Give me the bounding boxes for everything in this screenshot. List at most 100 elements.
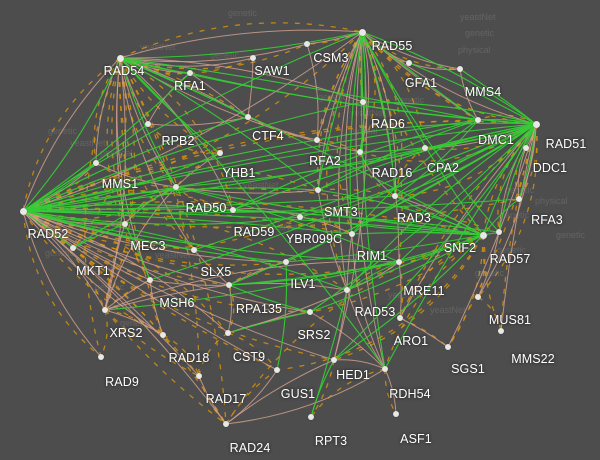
gene-node-sgs1[interactable] [445, 344, 451, 350]
gene-node-smt3[interactable] [315, 187, 321, 193]
gene-node-rad54[interactable] [116, 54, 124, 62]
gene-node-ctf4[interactable] [245, 114, 251, 120]
network-edge [346, 261, 400, 291]
gene-node-mkt1[interactable] [70, 245, 76, 251]
gene-node-mus81[interactable] [475, 294, 481, 300]
network-edge [247, 116, 318, 141]
gene-node-mre11[interactable] [396, 259, 402, 265]
gene-node-aro1[interactable] [397, 315, 403, 321]
network-edge [228, 123, 537, 286]
gene-node-mms1[interactable] [93, 160, 99, 166]
gene-node-ybr099c[interactable] [297, 214, 303, 220]
network-edge [361, 31, 479, 121]
gene-node-rad9[interactable] [98, 354, 104, 360]
gene-node-rad3[interactable] [392, 193, 398, 199]
gene-node-ilv1[interactable] [283, 259, 289, 265]
network-edge [22, 31, 363, 212]
network-edge [147, 72, 191, 125]
gene-node-rdh54[interactable] [382, 366, 388, 372]
network-edge [104, 309, 227, 425]
gene-node-rpa135[interactable] [226, 282, 232, 288]
network-edge [119, 57, 195, 251]
network-edge [104, 309, 164, 336]
network-edge [22, 195, 396, 212]
gene-node-xrs2[interactable] [102, 307, 108, 313]
gene-node-rad59[interactable] [230, 207, 236, 213]
gene-node-rad24[interactable] [223, 421, 229, 427]
gene-node-snf2[interactable] [479, 231, 487, 239]
gene-node-mms4[interactable] [457, 66, 463, 72]
gene-node-mec3[interactable] [122, 221, 128, 227]
network-edge [119, 31, 363, 59]
gene-node-gfa1[interactable] [406, 60, 412, 66]
network-edge [119, 57, 319, 191]
gene-node-rpt3[interactable] [308, 414, 314, 420]
gene-node-msh6[interactable] [147, 277, 153, 283]
network-edge [198, 375, 227, 425]
gene-node-rad18[interactable] [160, 332, 166, 338]
yeastnet-edges-group [22, 29, 537, 425]
network-edge [285, 234, 484, 263]
gene-node-hed1[interactable] [331, 357, 337, 363]
network-edge [175, 186, 484, 236]
network-edge [149, 279, 164, 336]
network-edge [362, 101, 537, 125]
network-edge [22, 210, 484, 236]
gene-node-yhb1[interactable] [217, 150, 223, 156]
gene-node-rpb2[interactable] [145, 121, 151, 127]
network-edge [22, 210, 400, 263]
network-edge [22, 210, 287, 263]
network-edge [22, 31, 363, 212]
gene-node-rad51[interactable] [532, 120, 540, 128]
gene-node-rad50[interactable] [173, 184, 179, 190]
network-edge [22, 139, 318, 212]
gene-node-ddc1[interactable] [523, 145, 529, 151]
network-edge [309, 234, 484, 313]
network-edge [498, 123, 537, 233]
gene-node-rad55[interactable] [358, 28, 366, 36]
gene-node-asf1[interactable] [393, 411, 399, 417]
gene-node-slx5[interactable] [191, 247, 197, 253]
network-edge [355, 31, 386, 370]
gene-node-cst9[interactable] [225, 330, 231, 336]
network-edge [22, 210, 335, 361]
gene-node-rfa2[interactable] [314, 137, 320, 143]
gene-node-mms22[interactable] [498, 328, 504, 334]
network-edge [22, 210, 311, 313]
gene-node-gus1[interactable] [274, 367, 280, 373]
network-edge [447, 123, 537, 348]
gene-node-rad16[interactable] [357, 149, 363, 155]
network-edge [346, 123, 537, 291]
network-edge [22, 57, 121, 212]
gene-node-srs2[interactable] [307, 309, 313, 315]
gene-node-saw1[interactable] [250, 55, 256, 61]
network-edge [316, 31, 363, 141]
gene-node-rad52[interactable] [19, 207, 27, 215]
network-edge [22, 57, 121, 212]
network-edge [119, 57, 177, 188]
network-edge [326, 31, 363, 291]
gene-node-rfa3[interactable] [516, 196, 522, 202]
network-edge [104, 279, 151, 311]
gene-node-rad6[interactable] [360, 99, 366, 105]
network-edge [518, 123, 538, 200]
network-edge [147, 116, 249, 126]
network-edge [361, 31, 500, 233]
network-edge [361, 31, 396, 197]
gene-node-rfa1[interactable] [187, 70, 193, 76]
gene-node-dmc1[interactable] [475, 117, 481, 123]
network-edge [225, 368, 386, 425]
gene-node-csm3[interactable] [304, 41, 310, 47]
gene-node-rad17[interactable] [196, 373, 202, 379]
gene-node-rad57[interactable] [496, 229, 502, 235]
network-edge [22, 123, 537, 212]
gene-node-cpa2[interactable] [422, 145, 428, 151]
network-edge [359, 151, 396, 197]
network-edge [22, 151, 361, 212]
gene-node-rim1[interactable] [349, 231, 355, 237]
gene-node-rad53[interactable] [344, 287, 350, 293]
network-edge [119, 43, 308, 63]
network-edge [310, 289, 348, 418]
network-edge [22, 210, 230, 286]
